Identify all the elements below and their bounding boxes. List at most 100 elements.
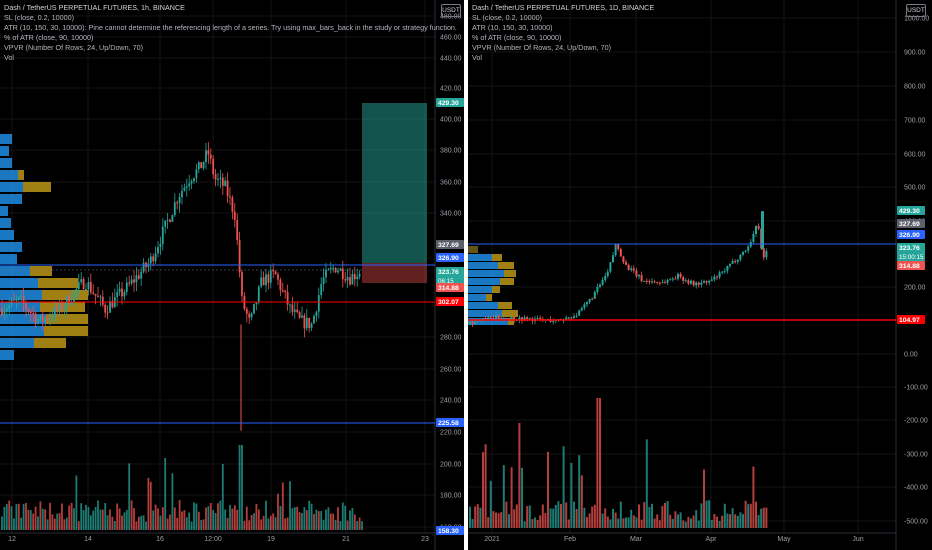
volume-bar — [197, 511, 200, 530]
volume-bar — [674, 511, 677, 528]
left-chart-canvas[interactable]: 480.00 460.00 440.00 420.00 400.00 380.00 360.… — [0, 0, 464, 550]
volume-bar — [85, 504, 87, 530]
volume-bar — [346, 520, 349, 530]
candle-body — [44, 317, 47, 322]
left-chart-pane[interactable]: 480.00 460.00 440.00 420.00 400.00 380.00 360.… — [0, 0, 464, 550]
candle-body — [34, 313, 37, 324]
candle-body — [346, 277, 349, 281]
right-chart-canvas[interactable]: 1000.00900.00800.00700.00600.00500.00400… — [468, 0, 932, 550]
currency-button[interactable]: USDT — [441, 4, 461, 17]
volume-bar — [588, 513, 591, 528]
x-axis-tick-label: May — [777, 536, 791, 543]
price-badge-countdown: 06:15 — [438, 278, 454, 285]
legend-vpvr[interactable]: VPVR (Number Of Rows, 24, Up/Down, 70) — [472, 43, 612, 52]
candle-body — [656, 281, 659, 283]
candle-body — [121, 288, 123, 297]
candle-body — [89, 282, 92, 293]
volume-profile-up-bar — [0, 326, 44, 336]
candle-body — [580, 307, 583, 311]
legend-sl[interactable]: SL (close, 0.2, 10000) — [4, 13, 75, 22]
candle-body — [257, 286, 260, 303]
candle-body — [298, 312, 301, 318]
right-chart-pane[interactable]: 1000.00900.00800.00700.00600.00500.00400… — [468, 0, 932, 550]
legend-vol[interactable]: Vol — [4, 53, 14, 62]
volume-bar — [739, 512, 742, 528]
volume-bar — [133, 508, 135, 530]
candle-body — [188, 183, 191, 187]
legend-sl[interactable]: SL (close, 0.2, 10000) — [472, 13, 543, 22]
volume-bar — [135, 521, 138, 530]
candle-body — [334, 267, 337, 273]
volume-bar — [92, 510, 95, 530]
volume-bar — [104, 503, 107, 530]
candle-body — [25, 303, 27, 309]
volume-bar — [669, 514, 672, 528]
legend-atr[interactable]: ATR (10, 150, 30, 10000): Pine cannot de… — [4, 23, 457, 32]
volume-bar — [718, 521, 721, 528]
volume-bar — [684, 521, 687, 528]
candle-body — [669, 279, 672, 281]
volume-bar — [99, 509, 102, 530]
volume-bar — [476, 504, 479, 528]
volume-profile-up-bar — [468, 278, 500, 285]
legend-atr[interactable]: ATR (10, 150, 30, 10000) — [472, 23, 553, 32]
volume-profile-up-bar — [0, 278, 38, 288]
volume-bar — [94, 507, 97, 530]
volume-profile-up-bar — [0, 254, 17, 264]
volume-bar — [118, 508, 121, 530]
volume-bar — [687, 516, 690, 528]
candle-body — [85, 289, 87, 291]
x-axis-tick-label: 12 — [8, 536, 16, 543]
volume-bar — [257, 509, 260, 530]
candle-body — [140, 271, 143, 279]
candle-body — [349, 277, 351, 285]
volume-bar — [531, 519, 534, 528]
volume-profile-up-bar — [0, 218, 11, 228]
volume-bar — [183, 510, 186, 530]
volume-bar — [53, 518, 56, 530]
price-badge — [897, 261, 925, 270]
volume-bar — [653, 518, 656, 528]
candle-body — [221, 177, 224, 186]
right-chart-title[interactable]: Dash / TetherUS PERPETUAL FUTURES, 1D, B… — [472, 3, 655, 12]
volume-bar — [630, 509, 633, 528]
candle-body — [329, 267, 332, 270]
left-chart-title[interactable]: Dash / TetherUS PERPETUAL FUTURES, 1h, B… — [4, 3, 185, 12]
candle-body — [284, 290, 287, 293]
price-badge — [436, 526, 464, 535]
volume-profile-up-bar — [468, 286, 492, 293]
candle-body — [51, 317, 54, 319]
currency-button[interactable]: USDT — [906, 4, 926, 17]
volume-bar — [643, 502, 646, 528]
volume-bar — [97, 500, 99, 530]
price-badge — [436, 297, 464, 306]
price-badge-label: 429.30 — [899, 208, 920, 215]
candle-body — [111, 301, 114, 308]
price-badge-label: 314.88 — [899, 263, 920, 270]
volume-profile-down-bar — [508, 318, 514, 325]
price-badge-label: 429.30 — [438, 100, 459, 107]
volume-bar — [487, 517, 490, 528]
volume-bar — [515, 504, 518, 528]
pane-divider[interactable] — [464, 0, 468, 550]
legend-vpvr[interactable]: VPVR (Number Of Rows, 24, Up/Down, 70) — [4, 43, 144, 52]
volume-bar — [692, 515, 695, 528]
volume-bar — [152, 510, 155, 530]
y-axis-tick-label: 280.00 — [440, 335, 462, 342]
candle-body — [500, 318, 503, 320]
volume-bar — [301, 513, 303, 530]
volume-bar — [731, 508, 734, 528]
volume-profile-down-bar — [46, 314, 88, 324]
candle-body — [332, 267, 335, 269]
volume-bar — [27, 509, 30, 530]
candle-body — [614, 244, 617, 256]
legend-pct-atr[interactable]: % of ATR (close, 90, 10000) — [4, 33, 94, 42]
legend-pct-atr[interactable]: % of ATR (close, 90, 10000) — [472, 33, 562, 42]
candle-body — [190, 181, 193, 184]
volume-bar — [140, 516, 143, 530]
candle-body — [690, 280, 692, 284]
y-axis-tick-label: 1000.00 — [904, 16, 929, 23]
candle-body — [739, 254, 742, 260]
candle-body — [267, 274, 270, 283]
legend-vol[interactable]: Vol — [472, 53, 482, 62]
